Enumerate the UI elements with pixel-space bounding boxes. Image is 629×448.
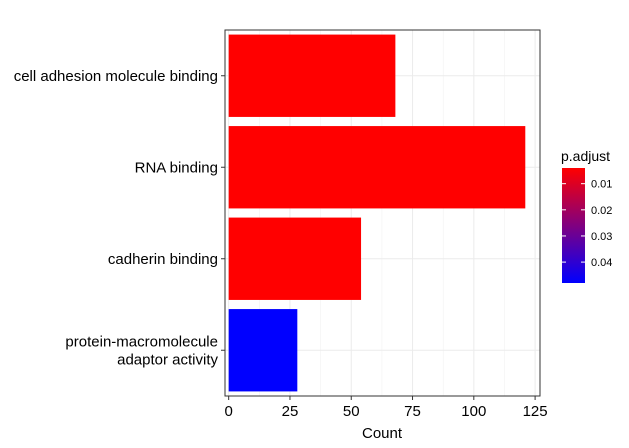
x-tick-label: 25 — [282, 403, 299, 420]
bar — [228, 217, 362, 300]
plot-panel-border — [224, 29, 541, 397]
x-axis: 0 25 50 75 100 125 — [225, 396, 548, 420]
legend-tick-label: 0.04 — [591, 257, 612, 269]
x-tick-label: 100 — [461, 403, 486, 420]
y-axis: cell adhesion molecule binding RNA bindin… — [14, 68, 225, 368]
bar — [228, 309, 298, 392]
x-tick-label: 75 — [404, 403, 421, 420]
x-tick-label: 125 — [523, 403, 548, 420]
x-tick-label: 50 — [343, 403, 360, 420]
legend-tick-label: 0.03 — [591, 231, 612, 243]
legend-tick-label: 0.02 — [591, 205, 612, 217]
bars — [228, 34, 526, 392]
legend-ticks: 0.01 0.02 0.03 0.04 — [562, 179, 612, 269]
y-tick-label: adaptor activity — [117, 351, 218, 368]
y-tick-label: protein-macromolecule — [65, 333, 218, 350]
y-tick-label: cell adhesion molecule binding — [14, 68, 218, 85]
bar — [228, 126, 526, 209]
legend-colorbar — [562, 168, 585, 283]
legend: p.adjust 0.01 0.02 0.03 0.04 — [561, 148, 612, 283]
y-tick-label: RNA binding — [135, 159, 218, 176]
y-tick-label: cadherin binding — [108, 251, 218, 268]
x-axis-title: Count — [362, 425, 403, 442]
legend-title: p.adjust — [561, 148, 610, 164]
legend-tick-label: 0.01 — [591, 179, 612, 191]
x-tick-label: 0 — [225, 403, 233, 420]
bar — [228, 34, 396, 117]
